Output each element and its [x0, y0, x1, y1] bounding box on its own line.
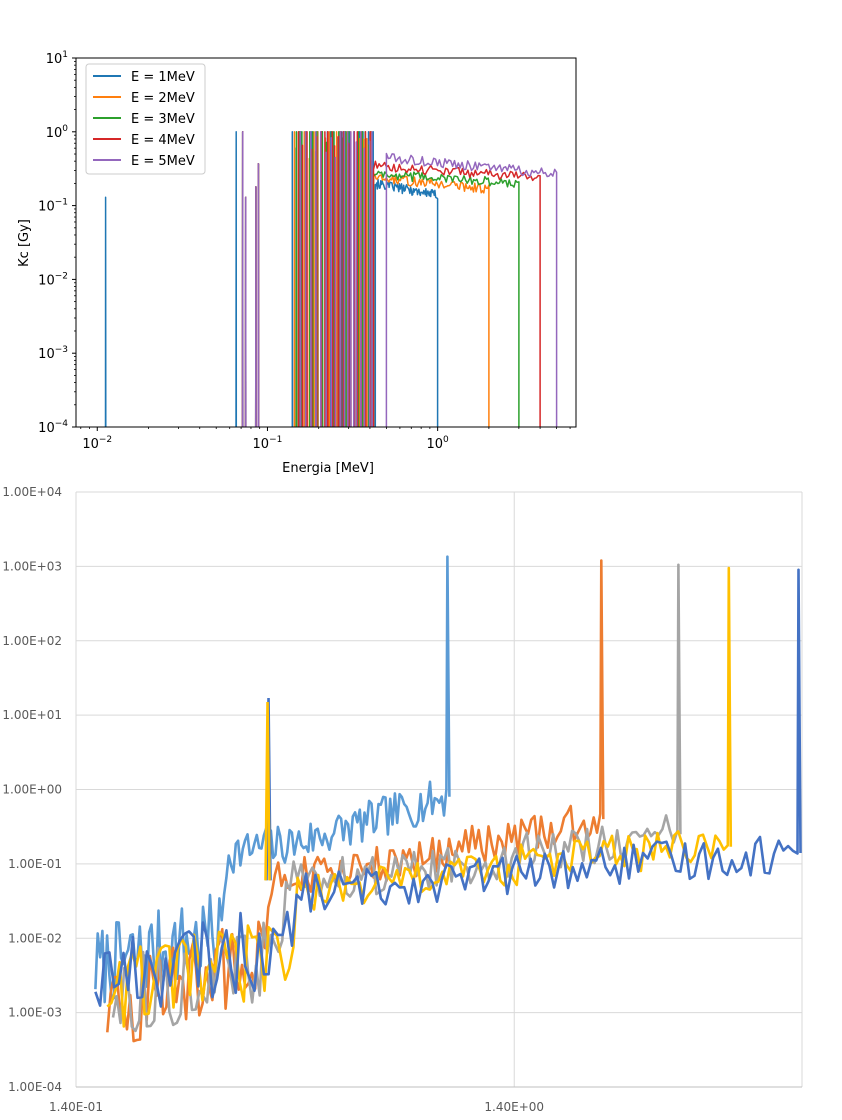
- top-x-tick-label: 10−1: [253, 435, 283, 452]
- top-series-line-1: [104, 131, 439, 427]
- chart-bottom: 1.00E-04 1.00E-03 1.00E-02 1.00E-01 1.00E+00…: [2, 485, 803, 1114]
- bottom-side-peak-2: [264, 702, 271, 881]
- top-y-axis-label: Kc [Gy]: [17, 219, 32, 267]
- legend-label-1: E = 1MeV: [131, 70, 195, 85]
- bottom-y-tick-label: 1.00E+04: [2, 485, 62, 499]
- legend-label-5: E = 5MeV: [131, 154, 195, 169]
- bottom-y-tick-label: 1.00E-04: [8, 1080, 62, 1094]
- legend-label-4: E = 4MeV: [131, 133, 195, 148]
- bottom-y-tick-label: 1.00E-03: [8, 1006, 62, 1020]
- top-axes-frame: [75, 57, 577, 428]
- top-series-line-3: [241, 131, 520, 427]
- bottom-series-line-2: [106, 559, 605, 1043]
- top-y-tick-label: 10−3: [38, 345, 68, 362]
- top-x-tick-label: 10−2: [82, 435, 112, 452]
- bottom-plot-area: 1.00E-04 1.00E-03 1.00E-02 1.00E-01 1.00E+00…: [2, 485, 803, 1114]
- bottom-x-tick-label: 1.40E+00: [484, 1100, 544, 1114]
- top-x-axis-label: Energia [MeV]: [282, 461, 374, 476]
- top-y-tick-label: 10−2: [38, 271, 68, 288]
- top-y-tick-label: 101: [46, 50, 68, 67]
- top-legend: E = 1MeV E = 2MeV E = 3MeV E = 4MeV E = 5MeV: [85, 63, 206, 175]
- bottom-y-tick-label: 1.00E-02: [8, 931, 62, 945]
- top-plot-area: 10−2 10−1 100 10−4 10−3 10−2 10−1 100 101 E = 1Me…: [38, 50, 577, 452]
- bottom-series-line-5: [94, 568, 802, 1008]
- bottom-y-tick-label: 1.00E+00: [2, 783, 62, 797]
- top-series-line-5: [241, 131, 558, 427]
- legend-label-2: E = 2MeV: [131, 91, 195, 106]
- bottom-y-tick-label: 1.00E+01: [2, 708, 62, 722]
- top-y-tick-label: 10−1: [38, 198, 68, 215]
- bottom-y-tick-label: 1.00E+02: [2, 634, 62, 648]
- top-series-line-4: [241, 131, 541, 427]
- top-y-tick-label: 100: [46, 124, 69, 141]
- top-y-tick-label: 10−4: [38, 419, 68, 436]
- bottom-x-tick-label: 1.40E-01: [49, 1100, 103, 1114]
- legend-label-3: E = 3MeV: [131, 112, 195, 127]
- top-x-tick-label: 100: [427, 435, 450, 452]
- bottom-y-tick-label: 1.00E-01: [8, 857, 62, 871]
- bottom-y-tick-label: 1.00E+03: [2, 559, 62, 573]
- chart-top: 10−2 10−1 100 10−4 10−3 10−2 10−1 100 101 E = 1Me…: [17, 50, 577, 476]
